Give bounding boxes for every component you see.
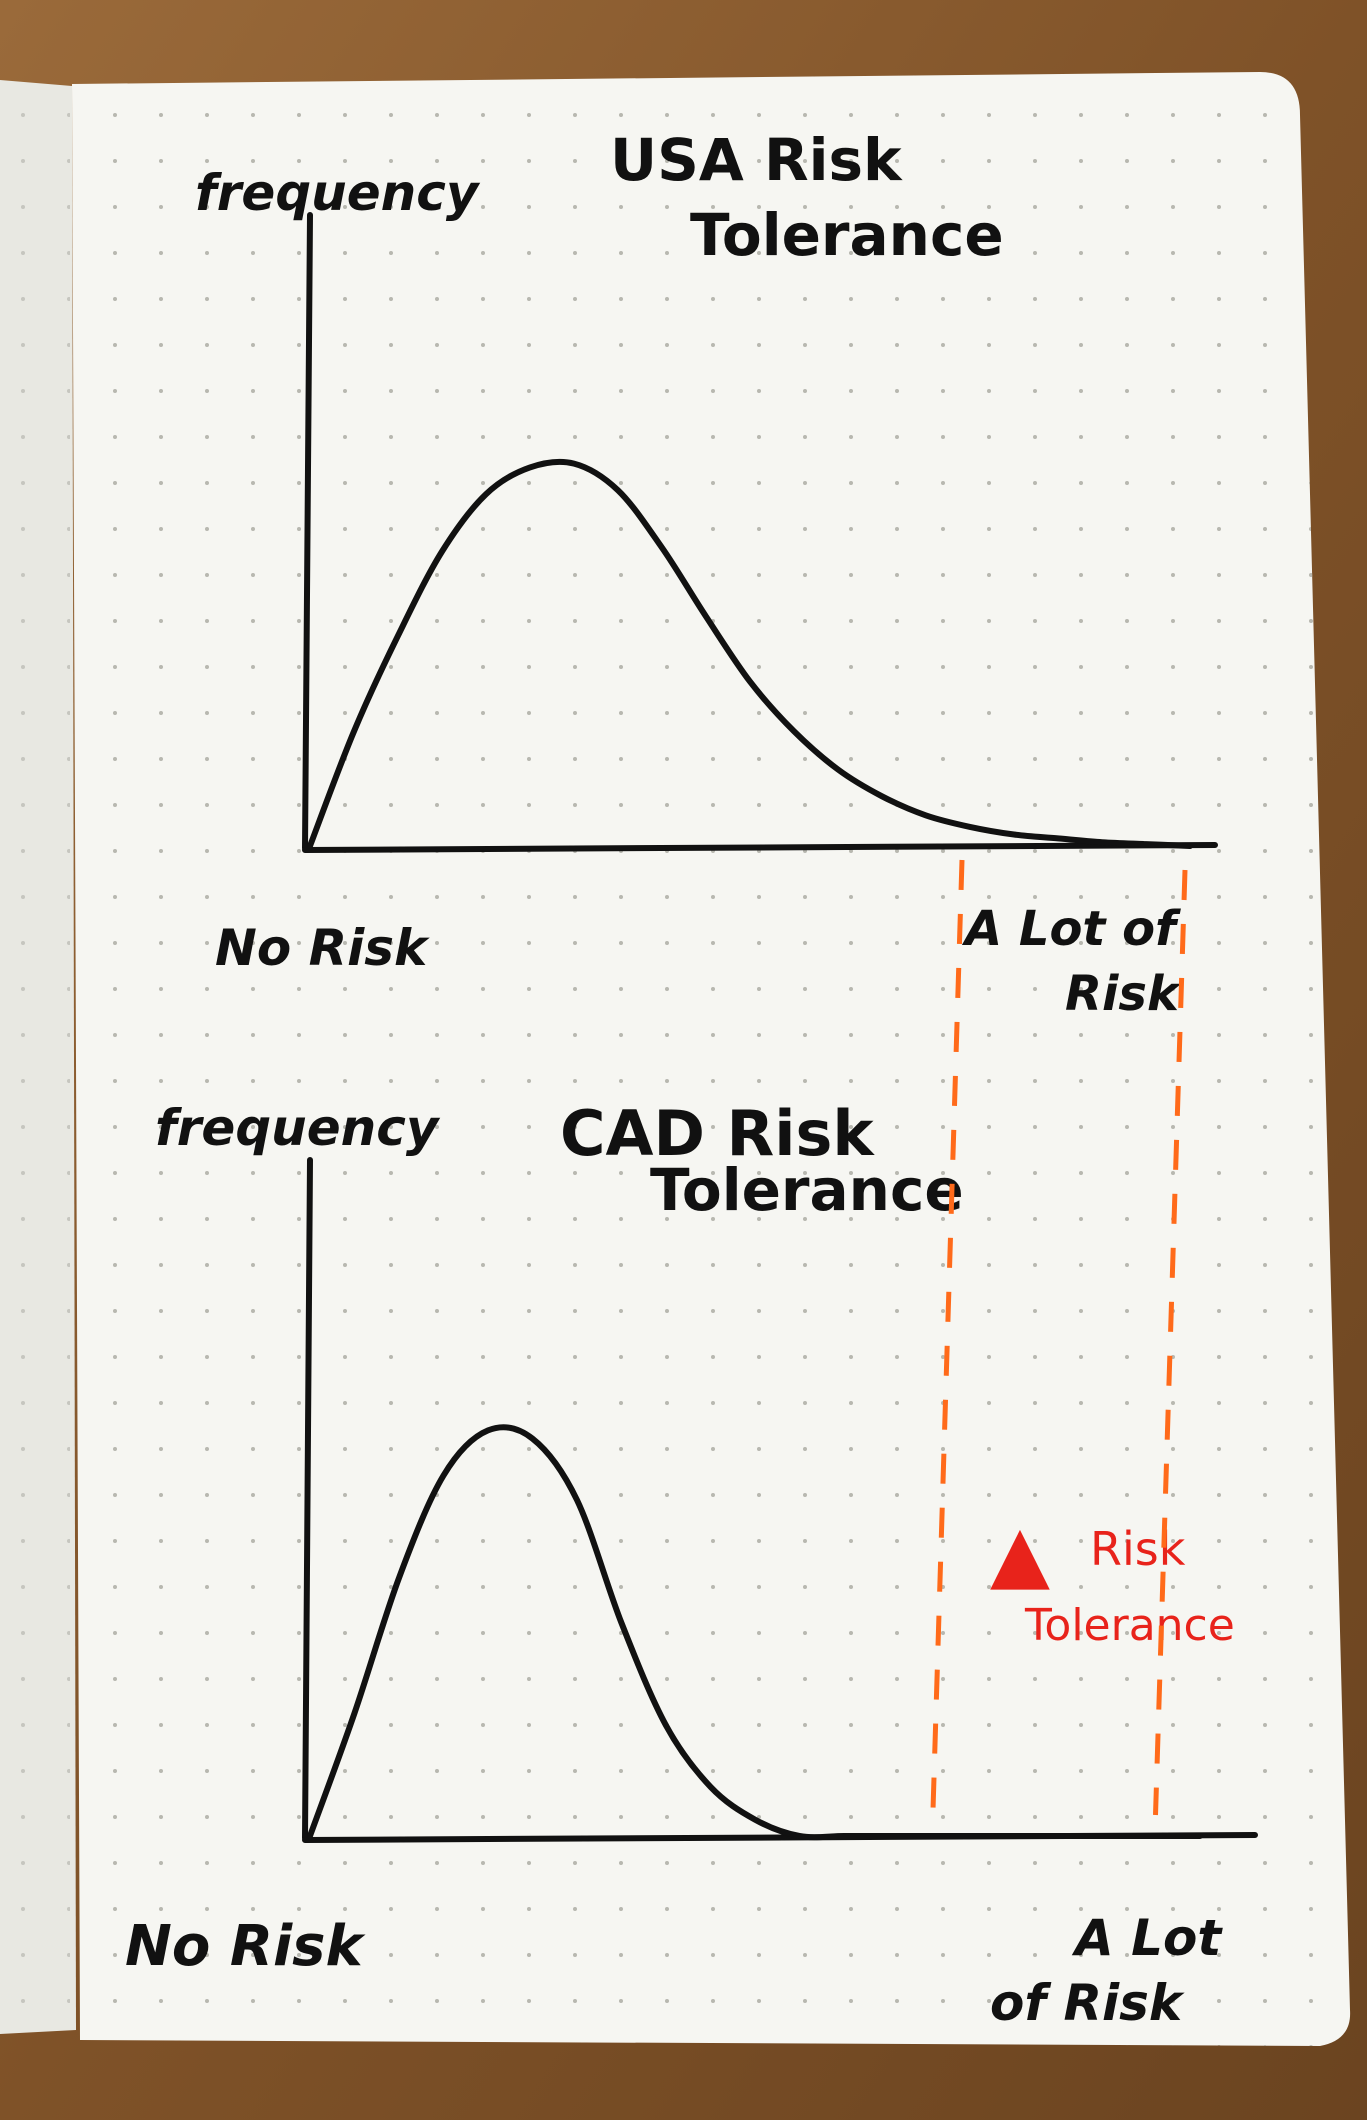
- cad-title-line-1: CAD Risk: [560, 1097, 875, 1170]
- cad-distribution-curve: [307, 1424, 1203, 1841]
- cad-y-axis: [302, 1157, 313, 1841]
- cad-annotation-line-1: Risk: [1090, 1522, 1186, 1576]
- usa-x-start-label: No Risk: [215, 919, 430, 977]
- usa-x-axis: [302, 842, 1218, 853]
- usa-y-axis: [302, 212, 313, 851]
- usa-title-line-2: Tolerance: [690, 201, 1004, 269]
- cad-ylabel: frequency: [155, 1099, 441, 1157]
- page-dots: [72, 72, 1351, 2046]
- cad-chart: frequency CAD Risk Tolerance ▲ Risk Tole…: [125, 1097, 1258, 2032]
- usa-title-line-1: USA Risk: [610, 126, 903, 194]
- left-page-dots: [0, 80, 70, 2030]
- cad-annotation-triangle-icon: ▲: [990, 1509, 1050, 1599]
- cad-x-end-label-line-2: of Risk: [990, 1974, 1185, 2032]
- usa-x-end-label-line-2: Risk: [1065, 966, 1182, 1022]
- usa-x-end-label-line-1: A Lot of: [961, 901, 1181, 957]
- cad-x-end-label-line-1: A Lot: [1071, 1909, 1223, 1967]
- cad-title-line-2: Tolerance: [650, 1156, 964, 1224]
- usa-distribution-curve: [307, 458, 1193, 849]
- usa-ylabel: frequency: [195, 164, 481, 222]
- cad-x-start-label: No Risk: [125, 1914, 366, 1979]
- cad-annotation-line-2: Tolerance: [1024, 1600, 1235, 1651]
- usa-chart: frequency USA Risk Tolerance No Risk A L…: [195, 126, 1218, 1022]
